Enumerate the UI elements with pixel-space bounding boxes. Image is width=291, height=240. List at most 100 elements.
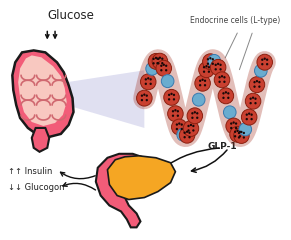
Circle shape bbox=[178, 122, 180, 125]
Circle shape bbox=[156, 60, 171, 76]
Circle shape bbox=[239, 123, 252, 136]
Circle shape bbox=[177, 128, 189, 141]
Circle shape bbox=[227, 97, 230, 99]
Circle shape bbox=[234, 127, 249, 144]
Circle shape bbox=[246, 114, 248, 116]
Circle shape bbox=[253, 85, 256, 88]
Circle shape bbox=[258, 85, 260, 88]
Circle shape bbox=[179, 127, 195, 143]
Circle shape bbox=[226, 118, 242, 134]
Circle shape bbox=[196, 117, 198, 119]
Circle shape bbox=[227, 92, 230, 95]
Circle shape bbox=[239, 131, 241, 133]
Text: Glucose: Glucose bbox=[47, 9, 94, 22]
Circle shape bbox=[156, 62, 159, 64]
Circle shape bbox=[246, 118, 248, 120]
Circle shape bbox=[214, 68, 217, 71]
Circle shape bbox=[160, 69, 162, 72]
Circle shape bbox=[163, 64, 165, 66]
Circle shape bbox=[217, 63, 219, 65]
Circle shape bbox=[235, 122, 237, 125]
Circle shape bbox=[168, 98, 170, 101]
Circle shape bbox=[192, 93, 205, 106]
Circle shape bbox=[157, 62, 159, 65]
Circle shape bbox=[161, 58, 164, 60]
Circle shape bbox=[221, 75, 223, 78]
Circle shape bbox=[252, 96, 254, 99]
Circle shape bbox=[150, 78, 152, 81]
Circle shape bbox=[257, 54, 272, 70]
Circle shape bbox=[199, 62, 214, 78]
Circle shape bbox=[170, 93, 173, 95]
Circle shape bbox=[208, 54, 221, 67]
Circle shape bbox=[161, 75, 174, 88]
Circle shape bbox=[243, 132, 245, 134]
Circle shape bbox=[136, 90, 152, 106]
Circle shape bbox=[203, 66, 205, 68]
Circle shape bbox=[191, 117, 194, 119]
Circle shape bbox=[176, 123, 178, 126]
Circle shape bbox=[152, 62, 155, 65]
Circle shape bbox=[204, 84, 206, 86]
Circle shape bbox=[155, 57, 157, 59]
Circle shape bbox=[147, 77, 149, 79]
Circle shape bbox=[141, 74, 156, 90]
Circle shape bbox=[254, 102, 257, 104]
Circle shape bbox=[234, 131, 236, 133]
Text: GLP-1: GLP-1 bbox=[207, 142, 237, 151]
Circle shape bbox=[230, 127, 233, 129]
Circle shape bbox=[255, 64, 267, 77]
Circle shape bbox=[141, 99, 143, 101]
Circle shape bbox=[172, 114, 174, 117]
Circle shape bbox=[251, 114, 253, 116]
Circle shape bbox=[165, 69, 167, 72]
Circle shape bbox=[219, 76, 221, 78]
Polygon shape bbox=[32, 128, 49, 152]
Circle shape bbox=[194, 111, 196, 114]
Circle shape bbox=[207, 63, 209, 65]
Circle shape bbox=[146, 62, 158, 75]
Circle shape bbox=[249, 102, 252, 104]
Circle shape bbox=[234, 135, 236, 138]
Circle shape bbox=[173, 98, 175, 101]
Circle shape bbox=[214, 64, 217, 66]
Circle shape bbox=[204, 79, 206, 82]
Circle shape bbox=[239, 135, 241, 138]
Circle shape bbox=[176, 128, 178, 130]
Circle shape bbox=[235, 127, 237, 129]
Circle shape bbox=[219, 68, 222, 71]
Circle shape bbox=[146, 95, 148, 97]
Circle shape bbox=[152, 53, 168, 69]
Circle shape bbox=[161, 62, 164, 64]
Circle shape bbox=[253, 81, 256, 83]
Circle shape bbox=[242, 109, 257, 125]
Circle shape bbox=[261, 59, 263, 61]
Circle shape bbox=[173, 94, 175, 96]
Circle shape bbox=[230, 126, 245, 142]
Circle shape bbox=[156, 58, 159, 60]
Circle shape bbox=[236, 130, 239, 132]
Circle shape bbox=[180, 123, 183, 126]
Circle shape bbox=[238, 132, 240, 134]
Circle shape bbox=[203, 71, 205, 73]
Circle shape bbox=[218, 88, 234, 104]
Circle shape bbox=[160, 65, 162, 67]
Circle shape bbox=[183, 120, 199, 136]
Circle shape bbox=[172, 110, 174, 112]
Circle shape bbox=[199, 84, 201, 86]
Polygon shape bbox=[18, 55, 67, 126]
Circle shape bbox=[238, 136, 240, 139]
Circle shape bbox=[251, 118, 253, 120]
Circle shape bbox=[264, 58, 266, 60]
Circle shape bbox=[233, 121, 235, 124]
Circle shape bbox=[219, 64, 222, 66]
Circle shape bbox=[171, 119, 187, 135]
Circle shape bbox=[192, 129, 195, 132]
Circle shape bbox=[208, 66, 210, 68]
Circle shape bbox=[225, 91, 227, 94]
Circle shape bbox=[266, 63, 268, 65]
Text: Endocrine cells (L-type): Endocrine cells (L-type) bbox=[191, 16, 281, 25]
Circle shape bbox=[212, 58, 214, 60]
Circle shape bbox=[186, 131, 188, 133]
Circle shape bbox=[248, 113, 250, 115]
